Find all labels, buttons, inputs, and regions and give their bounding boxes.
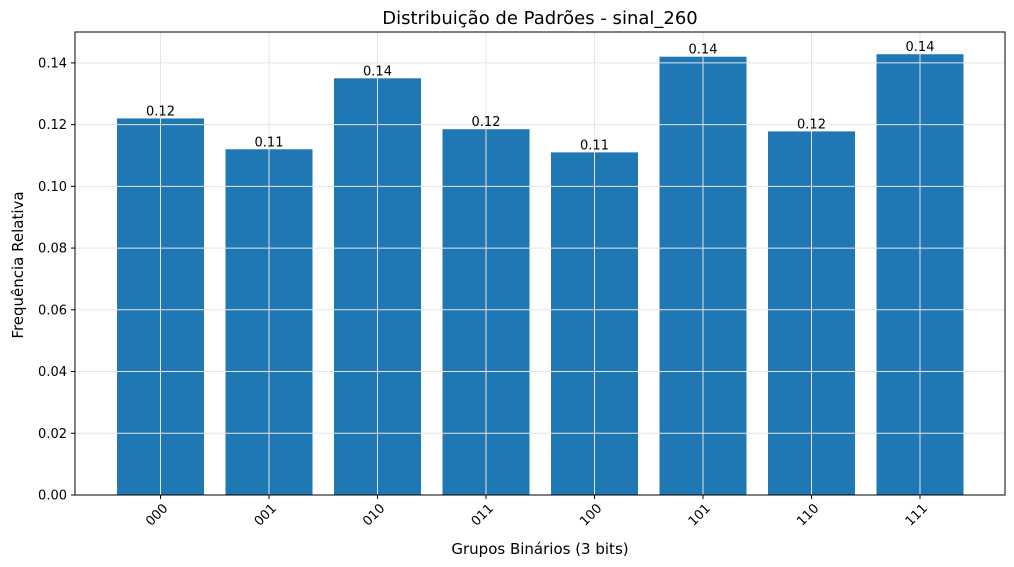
x-axis-label: Grupos Binários (3 bits) bbox=[451, 540, 628, 558]
y-tick-label: 0.04 bbox=[38, 365, 67, 380]
y-tick-label: 0.00 bbox=[38, 489, 67, 504]
data-label-100: 0.11 bbox=[580, 138, 609, 153]
data-label-010: 0.14 bbox=[363, 64, 392, 79]
y-axis-label: Frequência Relativa bbox=[9, 191, 27, 338]
data-label-001: 0.11 bbox=[255, 135, 284, 150]
x-tick-label: 010 bbox=[360, 501, 388, 529]
y-tick-label: 0.14 bbox=[38, 56, 67, 71]
y-axis: 0.00 0.02 0.04 0.06 0.08 0.10 0.12 0.14 bbox=[38, 56, 75, 504]
grid bbox=[75, 32, 1005, 496]
y-tick-label: 0.06 bbox=[38, 303, 67, 318]
y-tick-label: 0.02 bbox=[38, 427, 67, 442]
x-tick-label: 011 bbox=[469, 501, 497, 529]
plot-frame bbox=[74, 31, 1006, 496]
y-tick-label: 0.08 bbox=[38, 242, 67, 257]
x-tick-label: 111 bbox=[903, 501, 931, 529]
data-labels: 0.12 0.11 0.14 0.12 0.11 0.14 0.12 0.14 bbox=[146, 40, 934, 153]
data-label-111: 0.14 bbox=[906, 40, 935, 55]
x-tick-label: 100 bbox=[577, 501, 605, 529]
x-axis: 000 001 010 011 100 101 110 111 bbox=[143, 495, 931, 529]
data-label-101: 0.14 bbox=[689, 43, 718, 58]
x-tick-label: 101 bbox=[686, 501, 714, 529]
chart-title: Distribuição de Padrões - sinal_260 bbox=[382, 8, 698, 29]
y-tick-label: 0.12 bbox=[38, 118, 67, 133]
bars bbox=[117, 54, 964, 496]
data-label-011: 0.12 bbox=[472, 115, 501, 130]
data-label-000: 0.12 bbox=[146, 104, 175, 119]
data-label-110: 0.12 bbox=[797, 117, 826, 132]
x-tick-label: 001 bbox=[252, 501, 280, 529]
x-tick-label: 000 bbox=[143, 501, 171, 529]
y-tick-label: 0.10 bbox=[38, 180, 67, 195]
x-tick-label: 110 bbox=[794, 501, 822, 529]
